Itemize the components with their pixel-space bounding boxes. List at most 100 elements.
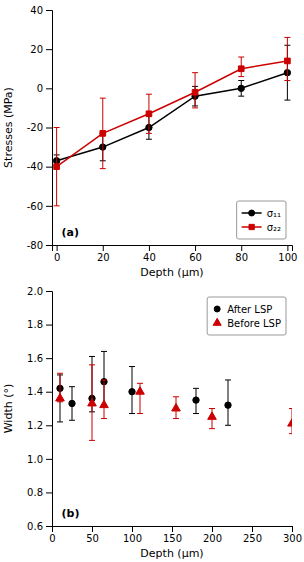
point <box>100 400 109 407</box>
y-tick-label: 0.8 <box>27 487 43 498</box>
x-tick-label: 0 <box>49 533 55 544</box>
x-tick: 100 <box>123 526 142 544</box>
error-bar <box>284 37 290 80</box>
x-tick-mark <box>292 526 293 532</box>
y-tick-label: 1.0 <box>27 454 43 465</box>
x-tick-mark <box>172 526 173 532</box>
x-tick-mark <box>241 245 242 251</box>
y-tick-label: -40 <box>27 161 43 172</box>
x-tick-mark <box>252 526 253 532</box>
point <box>208 412 217 419</box>
x-axis-line <box>53 246 293 252</box>
x-tick: 20 <box>97 245 110 263</box>
error-bar <box>129 367 135 414</box>
point <box>88 399 97 406</box>
x-tick-mark <box>212 526 213 532</box>
x-tick: 200 <box>203 526 222 544</box>
y-tick-label: 1.2 <box>27 420 43 431</box>
legend-box <box>237 201 286 239</box>
point <box>288 419 292 426</box>
x-tick-label: 150 <box>163 533 182 544</box>
legend-box <box>207 297 286 335</box>
panel-label: (a) <box>62 226 79 239</box>
y-axis-title: Width (°) <box>2 384 15 434</box>
x-axis-title: Depth (μm) <box>140 266 203 279</box>
y-tick-label: 20 <box>30 44 43 55</box>
x-tick: 100 <box>278 245 297 263</box>
y-tick-label: -20 <box>27 122 43 133</box>
y-axis-title: Stresses (MPa) <box>2 87 15 168</box>
error-bar <box>238 57 244 77</box>
legend-label: σ₂₂ <box>267 222 281 233</box>
y-tick: 1.8 <box>27 319 52 330</box>
legend-swatch <box>249 210 255 216</box>
point <box>193 397 199 403</box>
y-tick-mark <box>46 245 52 246</box>
x-tick: 250 <box>243 526 262 544</box>
y-axis-line <box>46 292 53 527</box>
legend: σ₁₁ σ₂₂ <box>237 201 286 239</box>
legend-swatch <box>213 318 221 325</box>
y-tick-label: 0 <box>37 83 43 94</box>
x-tick-label: 80 <box>235 252 248 263</box>
point <box>129 389 135 395</box>
y-tick-mark <box>46 325 52 326</box>
y-tick-mark <box>46 167 52 168</box>
legend-entry: After LSP <box>214 304 272 315</box>
y-tick-mark <box>46 88 52 89</box>
y-axis: -80-60-40-2002040 <box>27 5 53 251</box>
legend-swatch <box>249 224 254 229</box>
y-tick: -20 <box>27 122 52 133</box>
y-tick-mark <box>46 358 52 359</box>
y-tick-mark <box>46 10 52 11</box>
y-tick: -40 <box>27 161 52 172</box>
legend: After LSP Before LSP <box>207 297 286 335</box>
x-axis: 0 50 100 150 200 250 300 <box>49 526 302 544</box>
legend-label: Before LSP <box>227 318 281 329</box>
legend-label: σ₁₁ <box>267 208 281 219</box>
x-tick-label: 300 <box>283 533 302 544</box>
plot-area <box>56 351 292 440</box>
x-axis-title: Depth (μm) <box>140 547 203 560</box>
point <box>56 393 65 400</box>
y-tick-mark <box>46 492 52 493</box>
y-tick: 1.6 <box>27 353 52 364</box>
series <box>57 351 231 425</box>
y-tick-label: 1.4 <box>27 386 43 397</box>
point <box>238 66 244 72</box>
x-tick-mark <box>149 245 150 251</box>
y-tick-mark <box>46 206 52 207</box>
error-bar <box>238 81 244 97</box>
y-tick: -80 <box>27 240 52 251</box>
x-tick-mark <box>287 245 288 251</box>
point <box>285 58 291 64</box>
y-tick-label: -80 <box>27 240 43 251</box>
legend-entry: σ₁₁ <box>242 208 281 219</box>
x-tick-mark <box>92 526 93 532</box>
series <box>56 365 292 441</box>
y-tick: 1.2 <box>27 420 52 431</box>
y-tick-mark <box>46 425 52 426</box>
y-tick-mark <box>46 526 52 527</box>
error-bar <box>146 94 152 133</box>
x-tick-mark <box>132 526 133 532</box>
point <box>136 387 145 394</box>
point <box>146 111 152 117</box>
legend-label: After LSP <box>227 304 272 315</box>
y-tick-label: -60 <box>27 201 43 212</box>
y-tick-mark <box>46 392 52 393</box>
x-tick-mark <box>195 245 196 251</box>
x-axis: 020406080100 <box>53 245 298 263</box>
x-tick-mark <box>103 245 104 251</box>
point <box>238 85 244 91</box>
point <box>172 404 181 411</box>
panel: 020406080100-80-60-40-2002040Depth (μm)S… <box>2 5 297 279</box>
x-tick-label: 50 <box>86 533 99 544</box>
x-tick-label: 250 <box>243 533 262 544</box>
y-tick-mark <box>46 459 52 460</box>
panel-label: (b) <box>62 507 80 520</box>
legend-entry: σ₂₂ <box>242 222 281 233</box>
series <box>53 45 290 166</box>
y-tick-label: 0.6 <box>27 521 43 532</box>
y-axis: 0.60.81.01.21.41.61.82.0 <box>27 286 52 532</box>
